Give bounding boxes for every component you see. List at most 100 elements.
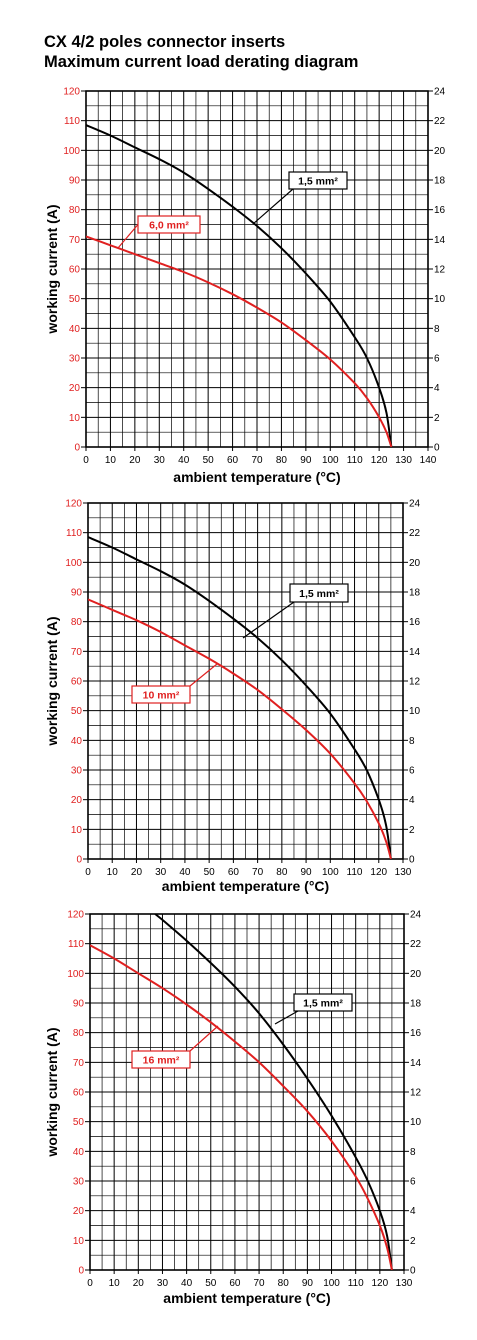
legend-2: 6,0 mm² — [117, 215, 201, 249]
y-tick-label: 30 — [69, 354, 81, 365]
x-tick-label: 0 — [83, 455, 89, 466]
series-line-1 — [154, 914, 393, 1270]
y-tick-label: 90 — [73, 999, 85, 1010]
series-line-2 — [86, 235, 393, 447]
x-tick-label: 90 — [302, 1278, 314, 1289]
y-tick-label: 120 — [67, 910, 84, 921]
x-tick-label: 80 — [278, 1278, 290, 1289]
y-tick-label: 60 — [69, 265, 81, 276]
y-axis-label: working current (A) — [44, 204, 60, 334]
x-tick-label: 100 — [323, 1278, 340, 1289]
x-tick-label: 70 — [252, 867, 264, 878]
x-axis-label: ambient temperature (°C) — [162, 878, 329, 894]
x-tick-label: 80 — [276, 867, 288, 878]
y-tick-label: 50 — [73, 1117, 85, 1128]
y2-tick-label: 22 — [434, 116, 446, 127]
y-tick-label: 0 — [78, 1266, 84, 1277]
y-tick-label: 100 — [67, 969, 84, 980]
x-tick-label: 70 — [251, 455, 263, 466]
series-line-1 — [86, 124, 393, 447]
y-tick-label: 10 — [71, 825, 83, 836]
legend-1: 1,5 mm² — [242, 583, 349, 639]
legend-label: 1,5 mm² — [303, 998, 343, 1010]
x-tick-label: 10 — [105, 455, 117, 466]
y2-tick-label: 12 — [409, 677, 421, 688]
x-tick-label: 110 — [347, 455, 363, 466]
x-tick-label: 20 — [129, 455, 141, 466]
y-tick-label: 40 — [69, 324, 81, 335]
y2-tick-label: 8 — [409, 736, 415, 747]
y-tick-label: 110 — [66, 528, 82, 539]
legend-2: 16 mm² — [131, 1025, 219, 1069]
y-tick-label: 50 — [71, 706, 83, 717]
x-tick-label: 130 — [395, 867, 412, 878]
y-tick-label: 0 — [76, 855, 82, 866]
y2-tick-label: 22 — [409, 528, 421, 539]
y2-tick-label: 20 — [434, 146, 446, 157]
legend-label: 16 mm² — [143, 1055, 180, 1067]
x-tick-label: 100 — [322, 867, 339, 878]
y-tick-label: 60 — [73, 1088, 85, 1099]
grid-lines — [85, 90, 429, 448]
y-tick-label: 110 — [64, 116, 80, 127]
legend-leader — [242, 601, 295, 639]
x-tick-label: 0 — [85, 867, 91, 878]
x-tick-label: 40 — [178, 455, 190, 466]
y-axis-label: working current (A) — [44, 1027, 60, 1157]
y2-tick-label: 16 — [410, 1028, 422, 1039]
x-tick-label: 60 — [229, 1278, 241, 1289]
x-tick-label: 110 — [347, 867, 363, 878]
grid-lines — [89, 913, 405, 1271]
x-tick-label: 30 — [154, 455, 166, 466]
y-tick-label: 60 — [71, 677, 83, 688]
y2-tick-label: 12 — [410, 1088, 422, 1099]
x-tick-label: 120 — [372, 1278, 389, 1289]
legend-leader — [117, 224, 139, 249]
y2-tick-label: 10 — [409, 706, 421, 717]
y-tick-label: 100 — [65, 558, 82, 569]
chart-1: 0102030405060708090100110120024681012141… — [44, 87, 446, 486]
y-tick-label: 40 — [73, 1147, 85, 1158]
y2-tick-label: 14 — [410, 1058, 422, 1069]
x-tick-label: 80 — [276, 455, 288, 466]
y-tick-label: 20 — [69, 383, 81, 394]
x-tick-label: 60 — [228, 867, 240, 878]
x-tick-label: 50 — [204, 867, 216, 878]
y-tick-label: 120 — [65, 499, 82, 510]
legend-box — [137, 215, 201, 234]
legend-box — [131, 1050, 191, 1069]
y-tick-label: 100 — [63, 146, 80, 157]
y-tick-label: 20 — [73, 1206, 85, 1217]
y-tick-label: 120 — [63, 87, 80, 98]
y2-tick-label: 10 — [434, 294, 446, 305]
legend-label: 10 mm² — [143, 690, 180, 702]
legend-1: 1,5 mm² — [274, 993, 353, 1025]
chart-2: 0102030405060708090100110120024681012141… — [44, 499, 421, 895]
legend-label: 6,0 mm² — [149, 220, 189, 232]
y2-tick-label: 6 — [409, 766, 415, 777]
y2-tick-label: 12 — [434, 265, 446, 276]
chart-title: CX 4/2 poles connector inserts — [44, 33, 286, 51]
x-tick-label: 20 — [133, 1278, 145, 1289]
y-tick-label: 20 — [71, 795, 83, 806]
x-tick-label: 50 — [205, 1278, 217, 1289]
y-tick-label: 70 — [73, 1058, 85, 1069]
x-tick-label: 60 — [227, 455, 239, 466]
series-line-2 — [88, 598, 392, 859]
y2-tick-label: 6 — [410, 1177, 416, 1188]
y-tick-label: 10 — [69, 413, 81, 424]
x-tick-label: 130 — [395, 455, 412, 466]
x-tick-label: 140 — [420, 455, 437, 466]
y-tick-label: 70 — [71, 647, 83, 658]
x-tick-label: 50 — [203, 455, 215, 466]
x-tick-label: 110 — [348, 1278, 364, 1289]
y2-tick-label: 24 — [434, 87, 446, 98]
y-tick-label: 50 — [69, 294, 81, 305]
legend-leader — [274, 1010, 299, 1025]
legend-box — [293, 993, 353, 1012]
x-tick-label: 40 — [181, 1278, 193, 1289]
y-tick-label: 30 — [73, 1177, 85, 1188]
y2-tick-label: 8 — [434, 324, 440, 335]
y2-tick-label: 4 — [410, 1206, 416, 1217]
